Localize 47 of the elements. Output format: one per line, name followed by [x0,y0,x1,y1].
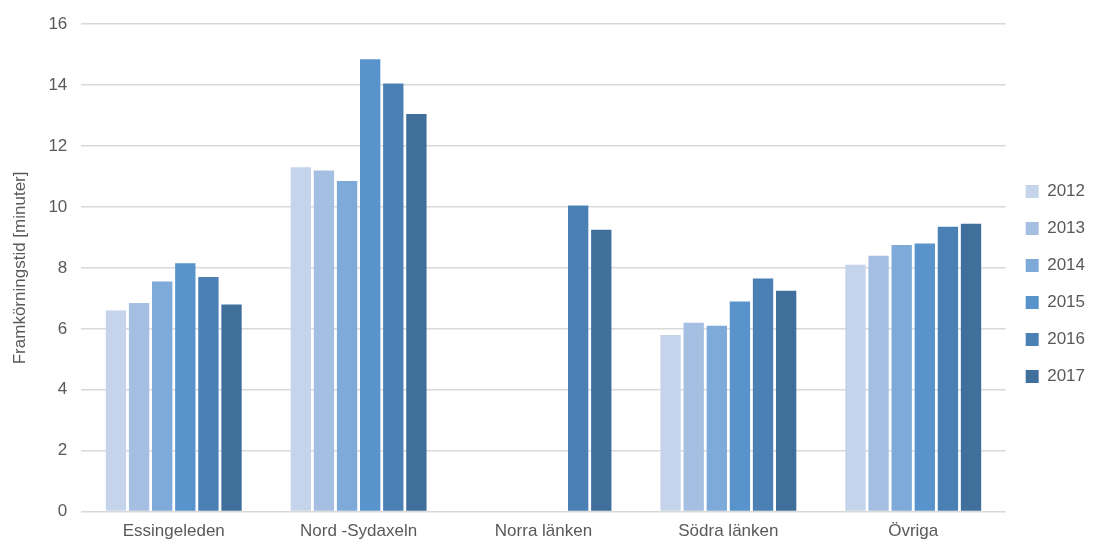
y-axis-title: Framkörningstid [minuter] [9,171,29,365]
bar [313,170,335,511]
bar [175,263,196,511]
bar [128,302,150,511]
bar [406,114,427,511]
bar [914,243,935,511]
legend-label: 2015 [1047,292,1086,312]
bar [752,278,774,511]
y-tick-label: 12 [48,135,68,155]
bar [152,281,173,511]
legend-label: 2012 [1047,181,1086,201]
bar [706,325,727,511]
bar [868,255,889,511]
bar [336,181,358,511]
y-tick-label: 16 [48,13,68,33]
bar [360,59,381,511]
bar [729,301,751,511]
bar [775,290,797,511]
bar [845,264,866,511]
bar [105,310,127,511]
x-tick-label: Övriga [888,521,939,541]
legend-label: 2013 [1047,218,1086,238]
bar [198,277,219,511]
bar [937,226,959,511]
legend-label: 2017 [1047,366,1086,386]
bar [960,223,982,511]
bar [567,205,589,511]
legend-label: 2016 [1047,329,1086,349]
bar [891,245,912,511]
x-tick-label: Essingeleden [122,521,225,541]
bar [591,229,612,511]
y-tick-label: 2 [57,440,68,460]
y-tick-label: 8 [57,257,68,277]
bar [221,304,242,511]
bar [660,334,681,511]
bar [383,83,404,511]
bar [683,322,704,511]
x-tick-label: Södra länken [678,521,779,541]
y-tick-label: 10 [48,196,68,216]
y-tick-label: 4 [57,379,68,399]
bar [290,167,312,511]
y-tick-label: 14 [48,74,68,94]
x-tick-label: Norra länken [494,521,593,541]
legend-label: 2014 [1047,255,1086,275]
x-tick-label: Nord -Sydaxeln [300,521,418,541]
y-tick-label: 6 [57,318,68,338]
y-tick-label: 0 [57,501,68,521]
